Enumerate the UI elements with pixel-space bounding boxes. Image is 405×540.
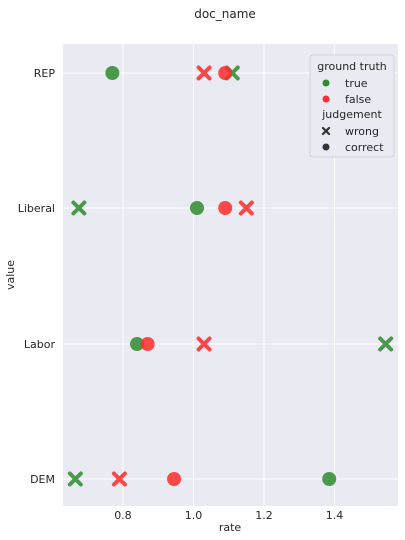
x-tick-label: 1.0 — [185, 509, 203, 522]
point-wrong-false — [238, 200, 254, 216]
y-tick-label: Liberal — [18, 202, 55, 215]
y-axis-label: value — [4, 260, 17, 290]
point-correct-true — [190, 201, 204, 215]
point-correct-true — [130, 337, 145, 351]
legend-label-wrong: wrong — [345, 125, 379, 138]
point-wrong-true — [71, 200, 87, 216]
point-correct-true — [322, 472, 337, 486]
x-tick-label: 0.8 — [114, 509, 132, 522]
y-tick-label: DEM — [30, 473, 55, 486]
y-tick-label: REP — [34, 67, 56, 80]
point-correct-false — [140, 337, 155, 351]
x-tick-label: 1.2 — [255, 509, 273, 522]
point-wrong-false — [196, 65, 212, 81]
point-correct-false — [167, 472, 182, 486]
point-wrong-false — [196, 336, 212, 352]
legend-title-judgement: judgement — [321, 108, 382, 121]
legend-label-correct: correct — [345, 141, 384, 154]
x-tick-label: 1.4 — [326, 509, 344, 522]
legend-marker-correct — [322, 143, 330, 151]
point-wrong-true — [378, 336, 394, 352]
legend-marker-false — [322, 95, 330, 103]
legend-title-ground-truth: ground truth — [317, 60, 387, 73]
legend: ground truth true false judgement wrong … — [309, 54, 395, 158]
chart-title: doc_name — [194, 7, 256, 21]
legend-label-true: true — [345, 77, 368, 90]
point-correct-false — [218, 201, 233, 215]
point-correct-true — [105, 66, 120, 80]
legend-label-false: false — [345, 93, 371, 106]
legend-marker-true — [322, 79, 330, 87]
legend-marker-wrong — [321, 126, 331, 136]
point-wrong-false — [111, 471, 127, 487]
point-wrong-true — [67, 471, 83, 487]
legend-box — [309, 54, 395, 158]
y-tick-label: Labor — [24, 338, 56, 351]
data-points — [67, 65, 394, 487]
x-axis-label: rate — [219, 521, 242, 534]
axis-ticks: 0.8 1.0 1.2 1.4 REP Liberal Labor DEM — [18, 67, 344, 522]
point-correct-false — [218, 66, 233, 80]
